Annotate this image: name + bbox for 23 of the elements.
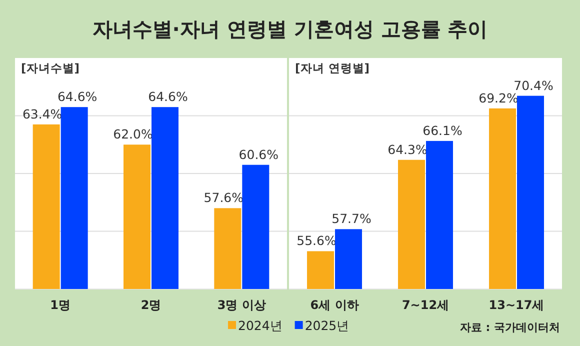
- data-label: 70.4%: [514, 78, 554, 93]
- legend-label: 2025년: [304, 318, 350, 333]
- chart-subtitle: [자녀수별]: [21, 61, 80, 75]
- chart-title: 자녀수별·자녀 연령별 기혼여성 고용률 추이: [92, 17, 488, 41]
- chart-subtitle: [자녀 연령별]: [295, 61, 370, 75]
- x-tick-label: 7~12세: [402, 298, 450, 312]
- data-label: 64.6%: [148, 89, 188, 104]
- data-label: 69.2%: [478, 90, 518, 106]
- data-label: 66.1%: [422, 122, 462, 138]
- x-tick-label: 2명: [140, 298, 162, 312]
- x-tick-label: 3명 이상: [217, 298, 266, 312]
- data-label: 55.6%: [296, 233, 336, 248]
- x-tick-label: 6세 이하: [310, 298, 359, 312]
- data-label: 62.0%: [113, 126, 153, 142]
- legend-label: 2024년: [238, 318, 283, 333]
- data-label: 63.4%: [22, 106, 62, 122]
- x-tick-label: 13~17세: [488, 298, 544, 312]
- data-label: 57.7%: [332, 211, 372, 226]
- x-tick-label: 1명: [50, 298, 71, 312]
- data-label: 64.6%: [57, 89, 98, 104]
- text: 자료 : 국가데이터처: [460, 321, 560, 334]
- data-label: 64.3%: [388, 142, 428, 157]
- data-label: 60.6%: [238, 146, 279, 162]
